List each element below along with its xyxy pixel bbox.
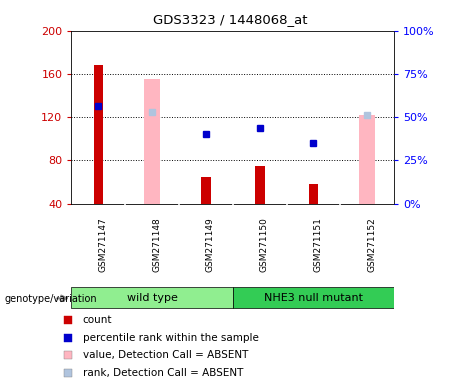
Bar (255, 166, 265, 204)
Text: wild type: wild type (127, 293, 177, 303)
Text: GDS3323 / 1448068_at: GDS3323 / 1448068_at (153, 13, 308, 26)
Text: GSM271150: GSM271150 (260, 217, 269, 272)
Bar (144, 79, 160, 204)
Bar (71, 287, 233, 308)
Text: GSM271151: GSM271151 (313, 217, 323, 272)
Bar (359, 115, 375, 204)
Bar (309, 184, 318, 204)
Text: count: count (83, 315, 112, 325)
Text: NHE3 null mutant: NHE3 null mutant (264, 293, 363, 303)
Text: GSM271147: GSM271147 (98, 217, 107, 272)
Text: GSM271152: GSM271152 (367, 217, 376, 272)
Text: GSM271149: GSM271149 (206, 217, 215, 272)
Bar (201, 177, 211, 204)
Bar (94, 65, 103, 204)
Text: value, Detection Call = ABSENT: value, Detection Call = ABSENT (83, 351, 248, 361)
Text: GSM271148: GSM271148 (152, 217, 161, 272)
Text: rank, Detection Call = ABSENT: rank, Detection Call = ABSENT (83, 368, 243, 378)
Text: percentile rank within the sample: percentile rank within the sample (83, 333, 259, 343)
Text: genotype/variation: genotype/variation (5, 294, 97, 304)
Bar (233, 287, 394, 308)
